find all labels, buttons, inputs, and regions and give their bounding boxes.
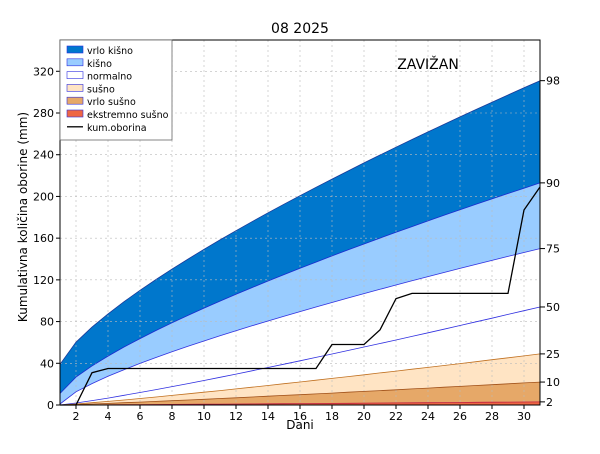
legend-swatch: [66, 45, 84, 54]
legend-swatch: [66, 71, 84, 79]
x-tick-label: 8: [169, 410, 176, 423]
chart-title: 08 2025: [271, 21, 329, 37]
y-tick-label: 0: [47, 399, 54, 412]
x-tick-label: 18: [325, 410, 339, 423]
percentile-label: 25: [546, 348, 560, 361]
legend-label: sušno: [87, 84, 115, 95]
legend-swatch: [66, 109, 84, 118]
percentile-line-10: [59, 381, 541, 406]
legend-label: vrlo sušno: [87, 97, 136, 108]
percentile-label: 10: [546, 376, 560, 389]
x-tick-label: 28: [485, 410, 499, 423]
legend-label: normalno: [87, 72, 132, 83]
percentile-line-75: [59, 248, 541, 405]
x-tick-label: 2: [73, 410, 80, 423]
legend-swatch: [66, 96, 84, 105]
legend-label: vrlo kišno: [87, 46, 133, 57]
x-tick-label: 6: [137, 410, 144, 423]
x-tick-label: 12: [229, 410, 243, 423]
y-axis-ticks: 0 40 80 120 160 200 240 280 320: [33, 65, 60, 412]
band-vrlo-sušno: [60, 382, 540, 405]
x-tick-label: 26: [453, 410, 467, 423]
percentile-label: 98: [546, 75, 560, 88]
percentile-label: 50: [546, 301, 560, 314]
legend-label: kum.oborina: [87, 123, 147, 134]
legend-swatch: [66, 58, 84, 67]
x-tick-label: 14: [261, 410, 275, 423]
station-name: ZAVIŽAN: [397, 55, 459, 73]
x-tick-label: 4: [105, 410, 112, 423]
percentile-line-98: [59, 80, 541, 365]
y-tick-label: 120: [33, 274, 54, 287]
percentile-line-25: [59, 353, 541, 406]
percentile-label: 90: [546, 177, 560, 190]
y-tick-label: 240: [33, 149, 54, 162]
y-axis-label: Kumulativna količina oborine (mm): [16, 112, 30, 322]
band-vrlo-kišno: [60, 80, 540, 394]
band-ekstremno-sušno: [60, 401, 540, 405]
kum-oborina-line: [60, 186, 541, 406]
percentile-label: 2: [546, 396, 553, 409]
x-axis-label: Dani: [286, 418, 314, 432]
x-tick-label: 16: [293, 410, 307, 423]
band-sušno: [60, 353, 540, 405]
x-tick-label: 30: [517, 410, 531, 423]
percentile-labels: 98 90 75 50 25 10 2: [540, 75, 560, 409]
x-axis-ticks: 2 4 6 8 10 12 14 16 18 20 22 24 26 28 30: [73, 405, 531, 423]
legend-label: ekstremno sušno: [87, 110, 169, 121]
legend-label: kišno: [87, 59, 112, 70]
y-tick-label: 200: [33, 190, 54, 203]
percentile-label: 75: [546, 243, 560, 256]
x-tick-label: 10: [197, 410, 211, 423]
x-tick-label: 24: [421, 410, 435, 423]
percentile-line-90: [59, 182, 541, 394]
y-tick-label: 280: [33, 107, 54, 120]
y-tick-label: 80: [40, 316, 54, 329]
y-tick-label: 320: [33, 65, 54, 78]
y-tick-label: 160: [33, 232, 54, 245]
percentile-line-50: [59, 306, 541, 406]
x-tick-label: 20: [357, 410, 371, 423]
x-tick-label: 22: [389, 410, 403, 423]
legend-swatch: [66, 84, 84, 92]
y-tick-label: 40: [40, 357, 54, 370]
